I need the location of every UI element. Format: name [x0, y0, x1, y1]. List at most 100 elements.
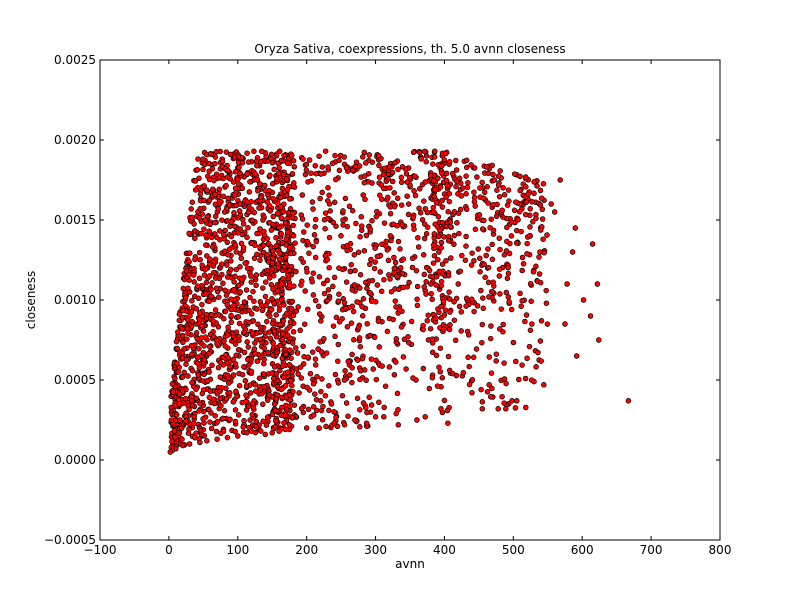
data-point: [200, 416, 206, 422]
data-point: [452, 337, 459, 344]
data-point: [197, 428, 204, 434]
data-point: [484, 389, 491, 395]
data-point: [191, 413, 197, 420]
data-point: [180, 307, 186, 314]
data-point: [333, 223, 339, 229]
data-point: [173, 411, 180, 418]
data-point: [264, 251, 270, 258]
data-point: [506, 299, 512, 305]
data-point: [220, 415, 226, 422]
data-point: [267, 313, 273, 320]
data-point: [485, 170, 492, 177]
data-point: [264, 414, 271, 420]
data-point: [332, 152, 338, 159]
data-point: [328, 401, 335, 407]
data-point: [176, 401, 182, 407]
data-point: [423, 279, 429, 285]
data-point: [265, 349, 271, 356]
data-point: [255, 188, 261, 194]
data-point: [273, 370, 280, 377]
data-point: [442, 307, 449, 313]
data-point: [439, 204, 446, 210]
data-point: [317, 195, 323, 202]
data-point: [284, 186, 291, 193]
data-point: [281, 302, 287, 308]
data-point: [465, 179, 471, 186]
data-point: [206, 228, 212, 234]
data-point: [220, 280, 226, 287]
data-point: [244, 429, 250, 436]
data-point: [345, 358, 351, 365]
data-point: [228, 219, 234, 225]
data-point: [293, 268, 299, 275]
data-point: [266, 202, 273, 209]
data-point: [330, 219, 337, 226]
data-point: [485, 264, 492, 271]
data-point: [393, 336, 400, 342]
data-point: [278, 280, 285, 287]
data-point: [176, 430, 183, 436]
data-point: [424, 317, 431, 324]
data-point: [236, 208, 243, 214]
data-point: [251, 148, 257, 155]
data-point: [363, 377, 369, 384]
data-point: [377, 192, 383, 198]
data-point: [223, 182, 229, 189]
data-point: [281, 152, 287, 159]
data-point: [206, 343, 213, 350]
data-point: [248, 428, 255, 434]
data-point: [208, 293, 214, 300]
data-point: [280, 318, 287, 324]
data-point: [445, 208, 451, 215]
data-point: [207, 273, 213, 279]
data-point: [272, 418, 279, 424]
data-point: [222, 343, 228, 349]
data-point: [291, 402, 298, 408]
data-point: [381, 404, 387, 411]
data-point: [421, 235, 428, 242]
data-point: [385, 176, 391, 182]
data-point: [382, 383, 389, 389]
data-point: [537, 249, 543, 255]
data-point: [430, 260, 437, 266]
data-point: [269, 159, 276, 166]
data-point: [425, 312, 431, 318]
data-point: [260, 371, 267, 377]
data-point: [228, 296, 234, 302]
data-point: [322, 210, 329, 216]
data-point: [447, 309, 453, 315]
data-point: [312, 362, 319, 368]
data-point: [458, 309, 465, 315]
data-point: [320, 280, 327, 287]
data-point: [306, 157, 313, 163]
data-point: [277, 367, 283, 374]
data-point: [286, 422, 293, 428]
data-point: [352, 163, 359, 170]
data-point: [212, 160, 218, 167]
data-point: [249, 217, 255, 223]
data-point: [317, 398, 324, 404]
data-point: [430, 242, 437, 248]
data-point: [495, 173, 502, 179]
data-point: [357, 285, 363, 291]
data-point: [400, 284, 406, 291]
data-point: [295, 304, 301, 310]
data-point: [564, 281, 570, 287]
data-point: [179, 374, 186, 380]
data-point: [269, 320, 276, 327]
data-point: [481, 261, 487, 268]
data-point: [216, 294, 222, 300]
data-point: [421, 284, 427, 290]
data-point: [284, 326, 290, 332]
data-point: [186, 230, 192, 237]
data-point: [304, 269, 310, 275]
data-point: [508, 306, 515, 313]
data-point: [293, 345, 299, 351]
data-point: [272, 407, 279, 414]
data-point: [247, 294, 253, 301]
data-point: [361, 179, 368, 186]
data-point: [465, 354, 471, 361]
data-point: [438, 282, 445, 289]
data-point: [220, 175, 227, 182]
